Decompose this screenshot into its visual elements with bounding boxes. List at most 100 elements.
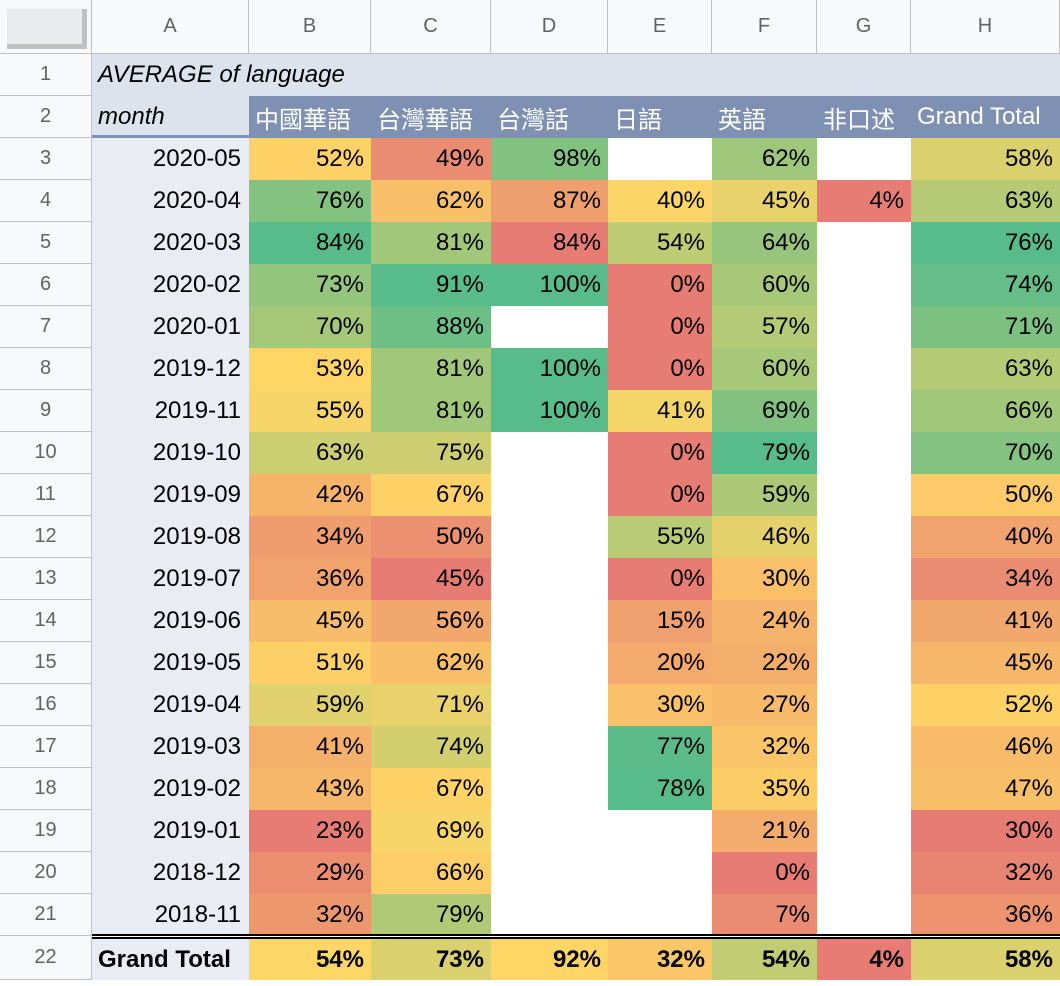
value-cell[interactable]: 79% [712, 432, 817, 474]
value-cell[interactable] [491, 432, 608, 474]
month-cell[interactable]: 2019-03 [92, 726, 249, 768]
value-cell[interactable]: 0% [712, 852, 817, 894]
month-cell[interactable]: 2020-01 [92, 306, 249, 348]
value-cell[interactable] [817, 348, 911, 390]
value-cell[interactable]: 66% [911, 390, 1060, 432]
value-cell[interactable]: 57% [712, 306, 817, 348]
value-cell[interactable] [817, 474, 911, 516]
row-header-20[interactable]: 20 [0, 852, 92, 894]
value-cell[interactable]: 84% [491, 222, 608, 264]
month-cell[interactable]: 2019-12 [92, 348, 249, 390]
value-cell[interactable] [608, 852, 712, 894]
value-cell[interactable]: 45% [249, 600, 371, 642]
value-cell[interactable]: 0% [608, 306, 712, 348]
value-cell[interactable]: 75% [371, 432, 491, 474]
value-cell[interactable]: 100% [491, 390, 608, 432]
pivot-column-header[interactable]: 台灣華語 [371, 96, 491, 138]
pivot-column-header[interactable]: Grand Total [911, 96, 1060, 138]
value-cell[interactable]: 81% [371, 222, 491, 264]
value-cell[interactable]: 0% [608, 474, 712, 516]
row-header-1[interactable]: 1 [0, 54, 92, 96]
value-cell[interactable]: 34% [249, 516, 371, 558]
value-cell[interactable]: 69% [712, 390, 817, 432]
month-cell[interactable]: 2019-07 [92, 558, 249, 600]
value-cell[interactable]: 49% [371, 138, 491, 180]
value-cell[interactable] [817, 894, 911, 936]
value-cell[interactable]: 42% [249, 474, 371, 516]
column-header-c[interactable]: C [371, 0, 491, 54]
value-cell[interactable]: 56% [371, 600, 491, 642]
value-cell[interactable]: 47% [911, 768, 1060, 810]
row-header-17[interactable]: 17 [0, 726, 92, 768]
month-cell[interactable]: 2020-02 [92, 264, 249, 306]
value-cell[interactable]: 45% [371, 558, 491, 600]
column-header-d[interactable]: D [491, 0, 608, 54]
row-header-6[interactable]: 6 [0, 264, 92, 306]
value-cell[interactable]: 52% [911, 684, 1060, 726]
value-cell[interactable] [817, 642, 911, 684]
value-cell[interactable]: 66% [371, 852, 491, 894]
column-header-f[interactable]: F [712, 0, 817, 54]
value-cell[interactable]: 35% [712, 768, 817, 810]
value-cell[interactable]: 27% [712, 684, 817, 726]
value-cell[interactable] [817, 810, 911, 852]
value-cell[interactable]: 45% [712, 180, 817, 222]
value-cell[interactable]: 62% [371, 180, 491, 222]
row-header-5[interactable]: 5 [0, 222, 92, 264]
value-cell[interactable] [817, 768, 911, 810]
value-cell[interactable]: 51% [249, 642, 371, 684]
value-cell[interactable]: 67% [371, 768, 491, 810]
value-cell[interactable] [817, 516, 911, 558]
value-cell[interactable]: 98% [491, 138, 608, 180]
value-cell[interactable] [817, 222, 911, 264]
value-cell[interactable]: 34% [911, 558, 1060, 600]
value-cell[interactable]: 23% [249, 810, 371, 852]
value-cell[interactable]: 79% [371, 894, 491, 936]
value-cell[interactable] [491, 306, 608, 348]
row-header-9[interactable]: 9 [0, 390, 92, 432]
value-cell[interactable] [491, 684, 608, 726]
month-cell[interactable]: 2020-04 [92, 180, 249, 222]
value-cell[interactable]: 59% [249, 684, 371, 726]
value-cell[interactable] [817, 558, 911, 600]
value-cell[interactable]: 59% [712, 474, 817, 516]
value-cell[interactable] [817, 726, 911, 768]
month-cell[interactable]: 2019-08 [92, 516, 249, 558]
row-header-3[interactable]: 3 [0, 138, 92, 180]
value-cell[interactable]: 30% [608, 684, 712, 726]
value-cell[interactable]: 60% [712, 348, 817, 390]
row-header-11[interactable]: 11 [0, 474, 92, 516]
value-cell[interactable]: 69% [371, 810, 491, 852]
value-cell[interactable] [817, 432, 911, 474]
value-cell[interactable] [491, 558, 608, 600]
value-cell[interactable]: 64% [712, 222, 817, 264]
value-cell[interactable]: 71% [911, 306, 1060, 348]
value-cell[interactable] [491, 474, 608, 516]
value-cell[interactable]: 70% [911, 432, 1060, 474]
value-cell[interactable]: 46% [712, 516, 817, 558]
value-cell[interactable] [608, 138, 712, 180]
column-header-a[interactable]: A [92, 0, 249, 54]
value-cell[interactable] [491, 726, 608, 768]
value-cell[interactable]: 30% [911, 810, 1060, 852]
grand-total-cell[interactable]: 92% [491, 939, 608, 980]
row-header-2[interactable]: 2 [0, 96, 92, 138]
pivot-column-header[interactable]: 日語 [608, 96, 712, 138]
value-cell[interactable]: 0% [608, 558, 712, 600]
value-cell[interactable]: 40% [911, 516, 1060, 558]
value-cell[interactable]: 46% [911, 726, 1060, 768]
value-cell[interactable]: 0% [608, 264, 712, 306]
value-cell[interactable] [491, 642, 608, 684]
value-cell[interactable] [491, 852, 608, 894]
value-cell[interactable] [491, 810, 608, 852]
column-header-e[interactable]: E [608, 0, 712, 54]
grand-total-cell[interactable]: 73% [371, 939, 491, 980]
value-cell[interactable]: 87% [491, 180, 608, 222]
value-cell[interactable]: 77% [608, 726, 712, 768]
row-header-14[interactable]: 14 [0, 600, 92, 642]
value-cell[interactable]: 29% [249, 852, 371, 894]
column-header-h[interactable]: H [911, 0, 1060, 54]
row-header-21[interactable]: 21 [0, 894, 92, 936]
value-cell[interactable] [817, 306, 911, 348]
value-cell[interactable]: 32% [249, 894, 371, 936]
